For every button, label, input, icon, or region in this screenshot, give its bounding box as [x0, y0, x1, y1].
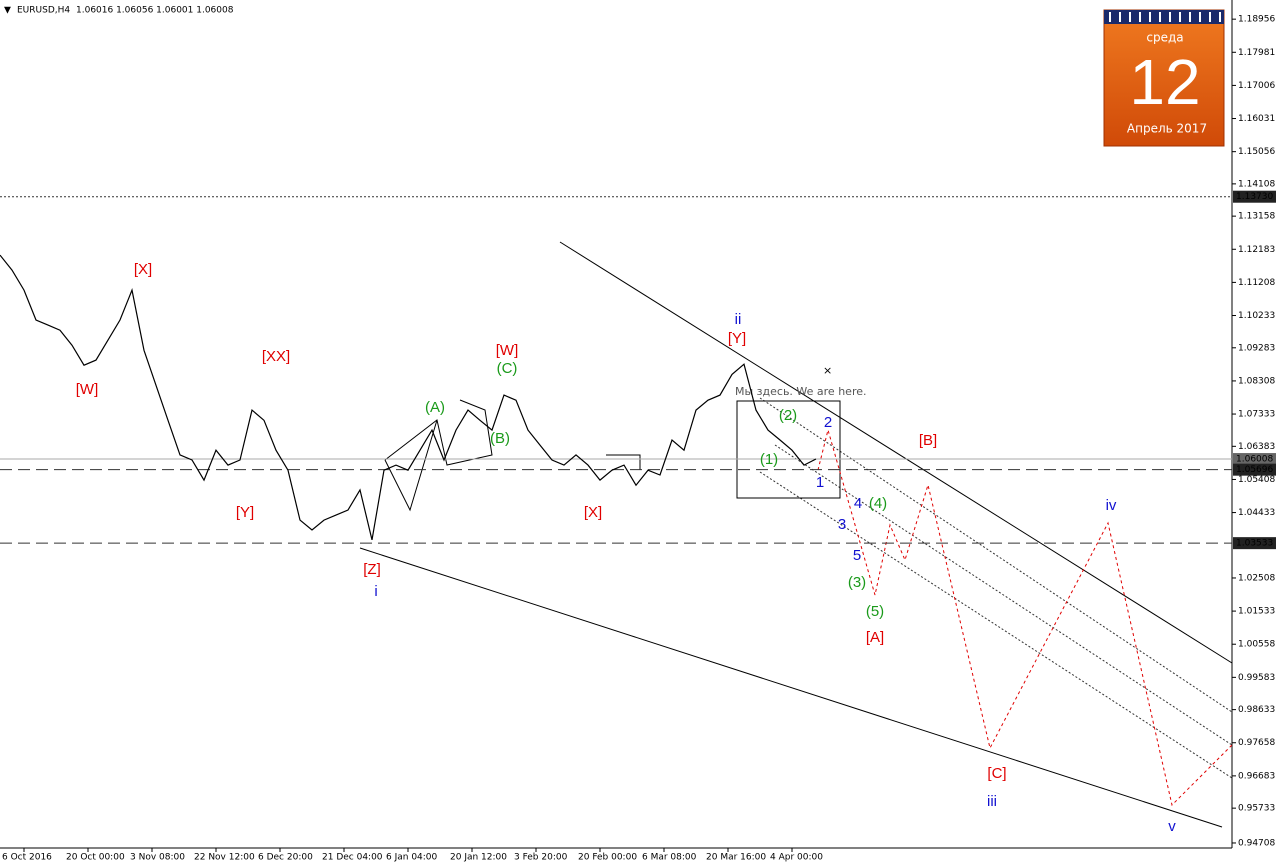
y-tick-label: 1.02508 — [1238, 573, 1275, 583]
y-tick-label: 1.01533 — [1238, 607, 1275, 617]
x-tick-label: 22 Nov 12:00 — [194, 853, 255, 863]
level-label: 1.13730 — [1236, 192, 1273, 202]
weekday: среда — [1146, 31, 1183, 45]
y-tick-label: 1.08308 — [1238, 376, 1275, 386]
level-label-box — [1233, 463, 1276, 476]
wave-label: 5 — [853, 547, 861, 564]
wave-label: [B] — [919, 432, 937, 449]
level-label-box — [1233, 453, 1276, 466]
wave-label: v — [1168, 818, 1176, 835]
wave-label: [Y] — [728, 330, 746, 347]
wave-label: (4) — [869, 495, 887, 512]
wave-label: [Y] — [236, 504, 254, 521]
wave-label: [X] — [134, 261, 152, 278]
y-tick-label: 0.97658 — [1238, 738, 1275, 748]
y-tick-label: 1.14108 — [1238, 179, 1275, 189]
wave-label: i — [374, 583, 377, 600]
calendar: среда 12 Апрель 2017 — [1103, 9, 1225, 147]
level-label: 1.03533 — [1236, 539, 1273, 549]
x-tick-label: 20 Mar 16:00 — [706, 853, 766, 863]
y-tick-label: 1.09283 — [1238, 343, 1275, 353]
y-tick-label: 0.99583 — [1238, 673, 1275, 683]
level-label: 1.06008 — [1236, 455, 1273, 465]
y-tick-label: 1.11208 — [1238, 278, 1275, 288]
y-tick-label: 0.98633 — [1238, 705, 1275, 715]
wave-projection — [817, 428, 1233, 806]
wave-label: [XX] — [262, 348, 290, 365]
wave-label: (B) — [490, 430, 510, 447]
x-tick-label: 4 Apr 00:00 — [770, 853, 823, 863]
y-tick-label: 1.16031 — [1238, 114, 1275, 124]
x-tick-label: 3 Nov 08:00 — [130, 853, 185, 863]
wave-label: 3 — [838, 516, 846, 533]
wave-label: (C) — [497, 360, 518, 377]
wave-label: [W] — [76, 381, 99, 398]
x-tick-label: 20 Jan 12:00 — [450, 853, 507, 863]
x-tick-label: 6 Jan 04:00 — [386, 853, 438, 863]
wave-label: 2 — [824, 414, 832, 431]
arrow: ▼ — [4, 6, 11, 16]
price-line — [0, 254, 817, 541]
y-tick-label: 1.05408 — [1238, 475, 1275, 485]
wave-label: [A] — [866, 629, 884, 646]
wave-label: (1) — [760, 451, 778, 468]
y-tick-label: 1.17981 — [1238, 48, 1275, 58]
y-tick-label: 1.12183 — [1238, 245, 1275, 255]
wave-label: [W] — [496, 342, 519, 359]
x-tick-label: 21 Dec 04:00 — [322, 853, 383, 863]
wave-label: (3) — [848, 574, 866, 591]
level-label-box — [1233, 190, 1276, 203]
y-tick-label: 1.15056 — [1238, 147, 1275, 157]
wave-label: 4 — [854, 495, 862, 512]
trendlines — [359, 241, 1233, 828]
y-tick-label: 1.04433 — [1238, 508, 1275, 518]
wave-label: [C] — [987, 765, 1006, 782]
wave-label: iv — [1106, 497, 1117, 514]
wave-label: (5) — [866, 603, 884, 620]
wave-label: (2) — [779, 407, 797, 424]
y-tick-label: 1.06383 — [1238, 442, 1275, 452]
y-tick-label: 0.96683 — [1238, 771, 1275, 781]
y-tick-label: 1.07333 — [1238, 410, 1275, 420]
x-tick-label: 6 Dec 20:00 — [258, 853, 313, 863]
x-tick-label: 20 Oct 00:00 — [66, 853, 125, 863]
note: Мы здесь. We are here. — [735, 385, 866, 398]
x-tick-label: 20 Feb 00:00 — [578, 853, 637, 863]
y-tick-label: 1.17006 — [1238, 81, 1275, 91]
y-tick-label: 1.18956 — [1238, 15, 1275, 25]
wave-label: iii — [987, 793, 997, 810]
level-label-box — [1233, 537, 1276, 550]
y-tick-label: 1.10233 — [1238, 311, 1275, 321]
x-tick-label: 3 Feb 20:00 — [514, 853, 568, 863]
wave-label: (A) — [425, 399, 445, 416]
y-tick-label: 1.00558 — [1238, 640, 1275, 650]
y-tick-label: 0.95733 — [1238, 804, 1275, 814]
wave-label: [Z] — [363, 561, 381, 578]
x-tick-label: 6 Mar 08:00 — [642, 853, 697, 863]
x-tick-label: 6 Oct 2016 — [2, 853, 52, 863]
wave-label: ii — [735, 311, 742, 328]
symbol: EURUSD,H4 — [17, 6, 70, 16]
wave-label: 1 — [816, 474, 824, 491]
wave-label: [X] — [584, 504, 602, 521]
month: Апрель 2017 — [1127, 122, 1207, 136]
level-label: 1.05696 — [1236, 465, 1273, 475]
y-tick-label: 0.94708 — [1238, 838, 1275, 848]
y-tick-label: 1.13158 — [1238, 212, 1275, 222]
ohlc: 1.06016 1.06056 1.06001 1.06008 — [76, 6, 234, 16]
day: 12 — [1129, 46, 1200, 118]
marker: × — [823, 364, 832, 377]
